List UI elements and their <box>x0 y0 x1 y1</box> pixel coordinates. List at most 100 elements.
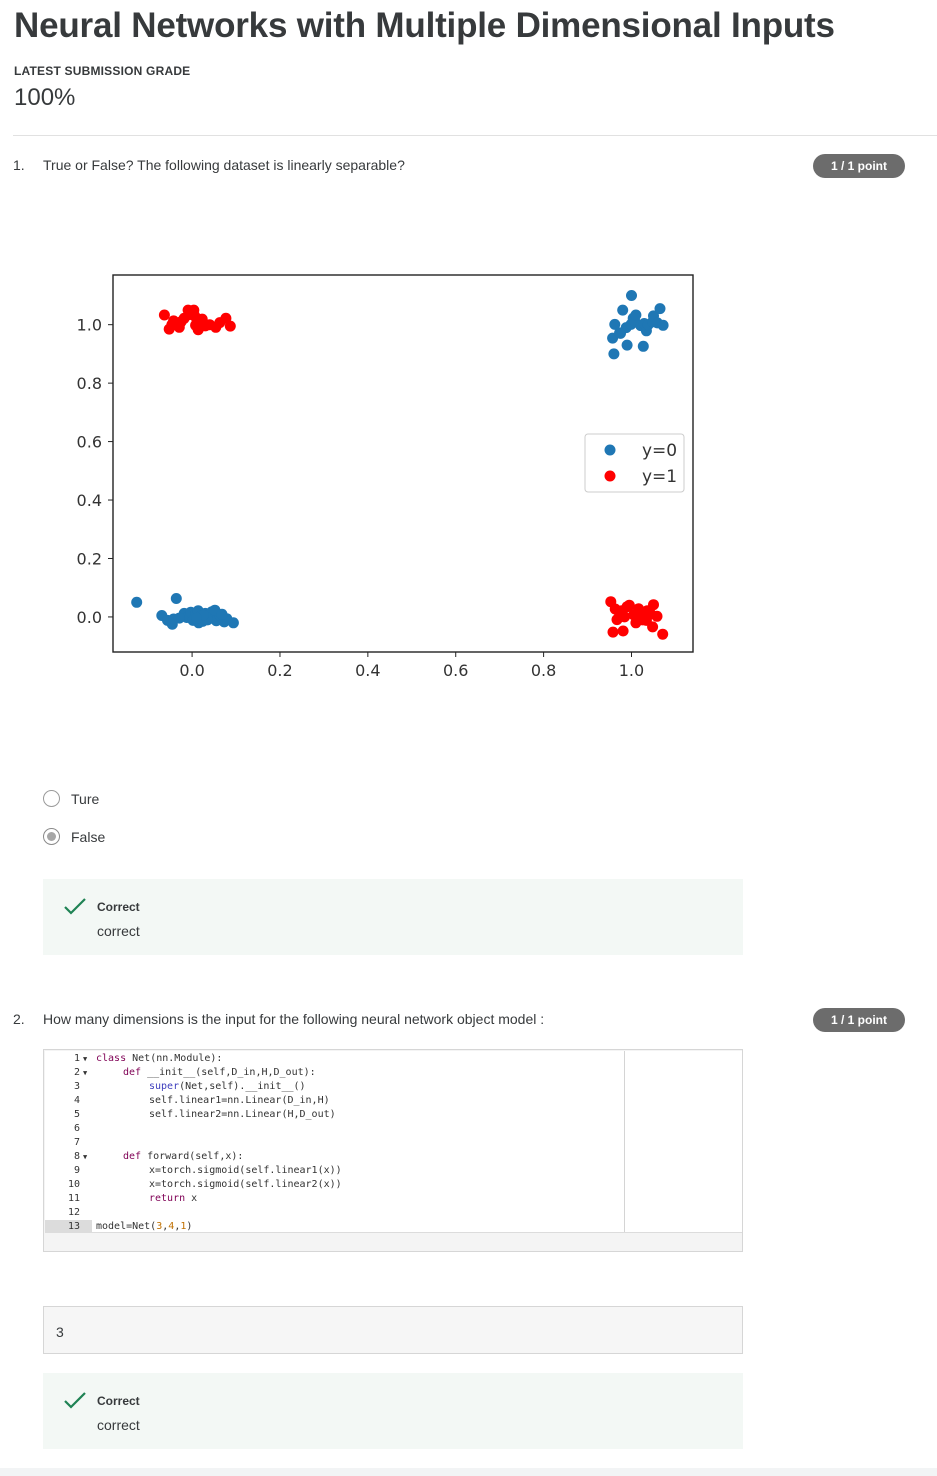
line-number: 5 <box>73 1109 80 1120</box>
line-number: 12 <box>67 1207 80 1218</box>
option-false[interactable]: False <box>43 828 105 845</box>
code-text: model=Net( <box>96 1221 157 1232</box>
data-point <box>614 607 626 619</box>
data-point <box>654 303 666 315</box>
x-tick-label: 0.6 <box>443 661 468 680</box>
question-2-text: How many dimensions is the input for the… <box>43 1011 545 1027</box>
code-text: x=torch.sigmoid(self.linear2(x)) <box>149 1179 342 1190</box>
scatter-chart-svg: 0.0 0.2 0.4 0.6 0.8 1.0 0.0 0.2 0.4 0.6 0.8 1.0 y=0 y… <box>77 274 694 680</box>
code-number: 3 <box>156 1221 163 1232</box>
code-keyword: class <box>96 1053 127 1064</box>
fold-arrow-icon[interactable]: ▼ <box>83 1153 88 1161</box>
code-line: 12 <box>45 1206 624 1220</box>
data-point <box>634 607 646 618</box>
code-line: 1 ▼ class Net(nn.Module): <box>45 1052 624 1066</box>
line-number: 2 <box>73 1067 80 1078</box>
page-title: Neural Networks with Multiple Dimensiona… <box>14 6 835 45</box>
option-false-label: False <box>71 828 106 845</box>
code-text: , <box>162 1221 169 1232</box>
data-point <box>158 309 170 321</box>
code-text: forward(self,x): <box>141 1151 244 1162</box>
data-point <box>216 608 228 620</box>
data-point <box>617 625 629 637</box>
y-tick-label: 0.8 <box>77 374 102 393</box>
feedback-title: Correct <box>97 1394 140 1408</box>
code-line: 8 ▼ def forward(self,x): <box>45 1150 624 1164</box>
data-point <box>131 596 143 608</box>
feedback-text: correct <box>97 1417 140 1433</box>
line-number: 3 <box>73 1081 80 1092</box>
legend-marker <box>604 444 616 456</box>
code-line: 6 <box>45 1122 624 1136</box>
line-number: 11 <box>67 1193 80 1204</box>
code-number: 4 <box>168 1221 175 1232</box>
code-keyword: def <box>123 1067 142 1078</box>
option-false-radio[interactable] <box>43 828 60 845</box>
data-point <box>651 610 663 622</box>
check-icon <box>64 1392 86 1409</box>
question-2-points-badge: 1 / 1 point <box>813 1008 905 1032</box>
legend-label: y=0 <box>642 441 677 461</box>
fold-arrow-icon[interactable]: ▼ <box>83 1055 88 1063</box>
option-ture-label: Ture <box>71 790 100 807</box>
code-line: 7 <box>45 1136 624 1150</box>
code-line: 3 super(Net,self).__init__() <box>45 1080 624 1094</box>
x-tick-label: 0.4 <box>355 661 380 680</box>
code-builtin: super <box>149 1081 180 1092</box>
option-ture[interactable]: Ture <box>43 790 99 807</box>
x-tick-label: 0.8 <box>531 661 556 680</box>
question-1-text: True or False? The following dataset is … <box>43 157 405 173</box>
line-number: 4 <box>73 1095 80 1106</box>
line-number: 9 <box>73 1165 80 1176</box>
code-line: 2 ▼ def __init__(self,D_in,H,D_out): <box>45 1066 624 1080</box>
data-point <box>607 626 619 638</box>
x-tick-label: 0.2 <box>267 661 292 680</box>
data-point <box>630 617 642 629</box>
data-point <box>621 339 633 351</box>
y-tick-label: 0.6 <box>77 433 102 452</box>
line-number: 6 <box>73 1123 80 1134</box>
plot-frame <box>112 274 694 653</box>
data-point <box>609 318 621 330</box>
code-text: self.linear2=nn.Linear(H,D_out) <box>149 1109 336 1120</box>
footer-shade <box>0 1468 937 1476</box>
code-line: 10 x=torch.sigmoid(self.linear2(x)) <box>45 1178 624 1192</box>
y-tick-label: 0.2 <box>77 549 102 568</box>
code-text: __init__(self,D_in,H,D_out): <box>141 1067 316 1078</box>
data-point <box>630 309 642 321</box>
scatter-chart: 0.0 0.2 0.4 0.6 0.8 1.0 0.0 0.2 0.4 0.6 0.8 1.0 y=0 y… <box>60 265 710 685</box>
answer-input[interactable]: 3 <box>43 1306 743 1354</box>
legend-label: y=1 <box>642 467 677 487</box>
print-margin <box>624 1051 625 1232</box>
code-text: , <box>174 1221 181 1232</box>
question-1-feedback: Correct correct <box>43 879 743 955</box>
data-point <box>614 327 626 339</box>
fold-arrow-icon[interactable]: ▼ <box>83 1069 88 1077</box>
question-1-number: 1. <box>13 157 25 173</box>
feedback-text: correct <box>97 923 140 939</box>
data-point <box>623 599 635 611</box>
code-line: 5 self.linear2=nn.Linear(H,D_out) <box>45 1108 624 1122</box>
data-point <box>648 599 659 611</box>
question-2-feedback: Correct correct <box>43 1373 743 1449</box>
check-icon <box>64 898 86 915</box>
data-point <box>637 340 649 352</box>
y-tick-label: 0.0 <box>77 608 102 627</box>
data-point <box>204 319 216 331</box>
x-tick-label: 0.0 <box>179 661 204 680</box>
x-tick-label: 1.0 <box>619 661 644 680</box>
legend-marker <box>604 470 616 482</box>
line-number: 13 <box>45 1220 92 1232</box>
option-ture-radio[interactable] <box>43 790 60 807</box>
data-point <box>191 612 202 624</box>
code-keyword: def <box>123 1151 142 1162</box>
code-text: self.linear1=nn.Linear(D_in,H) <box>149 1095 330 1106</box>
code-line: 11 return x <box>45 1192 624 1206</box>
code-text: Net(nn.Module): <box>126 1053 223 1064</box>
code-keyword: return <box>149 1193 186 1204</box>
data-point <box>626 290 637 301</box>
code-line: 4 self.linear1=nn.Linear(D_in,H) <box>45 1094 624 1108</box>
feedback-title: Correct <box>97 900 140 914</box>
question-2-number: 2. <box>13 1011 25 1027</box>
data-point <box>171 318 183 330</box>
